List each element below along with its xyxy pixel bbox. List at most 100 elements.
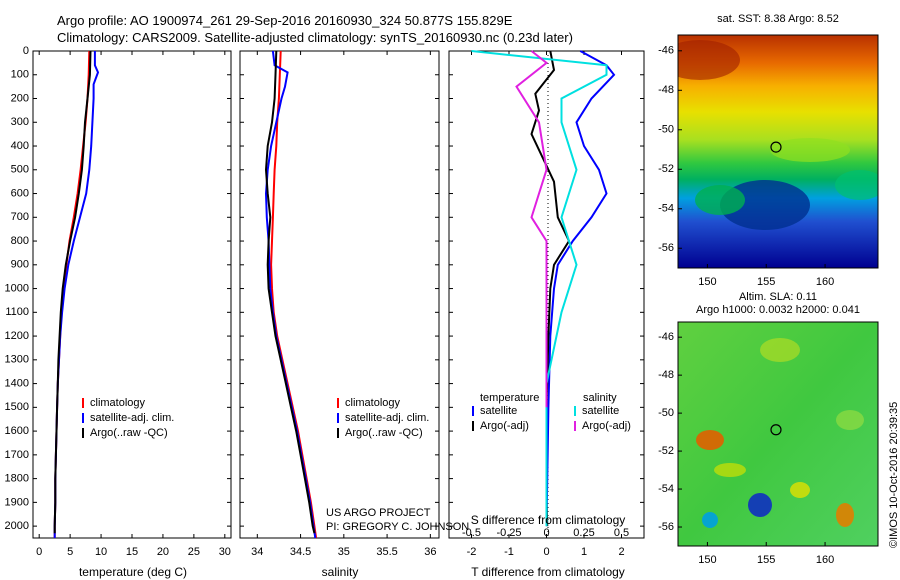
lat-tick-label: -54 bbox=[658, 203, 674, 215]
salinity-panel: 34 34.5 35 35.5 36 salinity climatology sate… bbox=[239, 50, 469, 579]
lat-tick-label: -52 bbox=[658, 445, 674, 457]
lon-tick-label: 160 bbox=[816, 276, 834, 288]
y-tick-label: 600 bbox=[11, 187, 29, 199]
x-tick-label: 20 bbox=[157, 546, 169, 558]
argo-location-marker bbox=[770, 141, 782, 153]
s-tick-label: -0.25 bbox=[496, 527, 521, 539]
legend-title-salinity: salinity bbox=[583, 392, 617, 404]
y-tick-label: 1900 bbox=[5, 496, 29, 508]
salinity-series bbox=[264, 50, 318, 539]
lon-tick-label: 155 bbox=[757, 554, 775, 566]
legend-label-temp-argo: Argo(-adj) bbox=[480, 420, 529, 432]
x-tick-label: 25 bbox=[188, 546, 200, 558]
series-line-temperature-argo-adj- bbox=[530, 50, 571, 527]
x-tick-label: 15 bbox=[126, 546, 138, 558]
legend-label-sal-satellite: satellite bbox=[582, 405, 619, 417]
x-tick-label: 30 bbox=[219, 546, 231, 558]
lat-tick-label: -52 bbox=[658, 163, 674, 175]
lon-tick-label: 150 bbox=[698, 276, 716, 288]
y-tick-label: 900 bbox=[11, 259, 29, 271]
sst-features bbox=[678, 40, 878, 230]
series-line-argo-raw-qc- bbox=[53, 50, 92, 534]
x-tick-label: -2 bbox=[467, 546, 477, 558]
x-tick-label: 35.5 bbox=[376, 546, 397, 558]
y-tick-label: 500 bbox=[11, 164, 29, 176]
difference-panel: -2 -1 0 1 2 -0.5 -0.25 0 0.25 0.5 T difference f… bbox=[448, 50, 645, 579]
y-tick-label: 800 bbox=[11, 235, 29, 247]
sst-latitude-ticks: -46 -48 -50 -52 -54 -56 bbox=[658, 45, 682, 254]
lat-tick-label: -48 bbox=[658, 369, 674, 381]
legend-label-temp-satellite: satellite bbox=[480, 405, 517, 417]
y-tick-label: 700 bbox=[11, 211, 29, 223]
series-line-salinity-satellite bbox=[471, 50, 608, 527]
legend-title-temperature: temperature bbox=[480, 392, 539, 404]
s-tick-label: 0 bbox=[543, 527, 549, 539]
y-tick-label: 2000 bbox=[5, 520, 29, 532]
y-tick-label: 1400 bbox=[5, 377, 29, 389]
s-difference-axis: -0.5 -0.25 0 0.25 0.5 bbox=[462, 527, 629, 539]
lon-tick-label: 150 bbox=[698, 554, 716, 566]
y-tick-label: 400 bbox=[11, 140, 29, 152]
y-tick-label: 1600 bbox=[5, 425, 29, 437]
x-tick-label: 34.5 bbox=[290, 546, 311, 558]
imos-timestamp: ©IMOS 10-Oct-2016 20:39:35 bbox=[888, 401, 900, 548]
legend-label-satellite: satellite-adj. clim. bbox=[345, 412, 429, 424]
y-tick-label: 200 bbox=[11, 92, 29, 104]
sla-features bbox=[696, 338, 864, 528]
sla-map-title-line-1: Altim. SLA: 0.11 bbox=[738, 291, 818, 303]
lon-tick-label: 160 bbox=[816, 554, 834, 566]
sla-map-frame bbox=[677, 321, 879, 547]
y-tick-label: 1200 bbox=[5, 330, 29, 342]
legend-label-climatology: climatology bbox=[90, 397, 146, 409]
series-line-temperature-satellite bbox=[545, 50, 616, 527]
y-tick-label: 100 bbox=[11, 69, 29, 81]
salinity-legend: climatology satellite-adj. clim. Argo(..… bbox=[337, 397, 429, 439]
legend-label-argo: Argo(..raw -QC) bbox=[345, 427, 423, 439]
s-tick-label: -0.5 bbox=[462, 527, 481, 539]
y-tick-label: 300 bbox=[11, 116, 29, 128]
t-difference-axis: -2 -1 0 1 2 bbox=[467, 51, 625, 558]
figure-title-line-2: Climatology: CARS2009. Satellite-adjuste… bbox=[57, 30, 573, 45]
argo-location-marker-sla bbox=[770, 424, 782, 436]
s-tick-label: 0.5 bbox=[614, 527, 629, 539]
x-tick-label: 35 bbox=[338, 546, 350, 558]
lat-tick-label: -54 bbox=[658, 483, 674, 495]
sla-map: -46 -48 -50 -52 -54 -56 150 155 160 bbox=[658, 321, 879, 566]
legend-label-satellite: satellite-adj. clim. bbox=[90, 412, 174, 424]
s-tick-label: 0.25 bbox=[573, 527, 594, 539]
sla-latitude-ticks: -46 -48 -50 -52 -54 -56 bbox=[658, 331, 682, 533]
y-tick-label: 1700 bbox=[5, 449, 29, 461]
difference-legend: temperature satellite Argo(-adj) salinit… bbox=[472, 392, 631, 432]
lon-tick-label: 155 bbox=[757, 276, 775, 288]
difference-series bbox=[471, 50, 616, 527]
x-tick-label: 2 bbox=[618, 546, 624, 558]
y-tick-label: 1000 bbox=[5, 282, 29, 294]
x-tick-label: 34 bbox=[251, 546, 263, 558]
figure-title-line-1: Argo profile: AO 1900974_261 29-Sep-2016… bbox=[57, 13, 513, 28]
x-tick-label: 0 bbox=[543, 546, 549, 558]
y-tick-label: 1300 bbox=[5, 354, 29, 366]
depth-axis: 0 100 200 300 400 500 600 700 800 900 1000 1100 1200… bbox=[5, 45, 231, 532]
y-tick-label: 0 bbox=[23, 45, 29, 57]
legend-label-argo: Argo(..raw -QC) bbox=[90, 427, 168, 439]
difference-depth-ticks bbox=[449, 50, 644, 527]
y-tick-label: 1100 bbox=[5, 306, 29, 318]
series-line-argo-raw-qc- bbox=[264, 50, 316, 534]
lat-tick-label: -50 bbox=[658, 407, 674, 419]
credit-project: US ARGO PROJECT bbox=[326, 507, 431, 519]
lat-tick-label: -56 bbox=[658, 242, 674, 254]
salinity-depth-ticks bbox=[240, 50, 439, 527]
sla-longitude-ticks: 150 155 160 bbox=[698, 542, 834, 566]
legend-label-climatology: climatology bbox=[345, 397, 401, 409]
x-tick-label: 10 bbox=[95, 546, 107, 558]
legend-label-sal-argo: Argo(-adj) bbox=[582, 420, 631, 432]
sst-map-frame bbox=[677, 34, 879, 269]
salinity-panel-frame bbox=[239, 50, 440, 539]
series-line-salinity-argo-adj- bbox=[515, 50, 549, 408]
temperature-panel: 0 100 200 300 400 500 600 700 800 900 1000 1100 1200… bbox=[5, 45, 232, 579]
s-difference-xlabel: S difference from climatology bbox=[471, 513, 626, 527]
t-difference-xlabel: T difference from climatology bbox=[471, 565, 625, 579]
lat-tick-label: -46 bbox=[658, 45, 674, 57]
sst-longitude-ticks: 150 155 160 bbox=[698, 264, 834, 288]
